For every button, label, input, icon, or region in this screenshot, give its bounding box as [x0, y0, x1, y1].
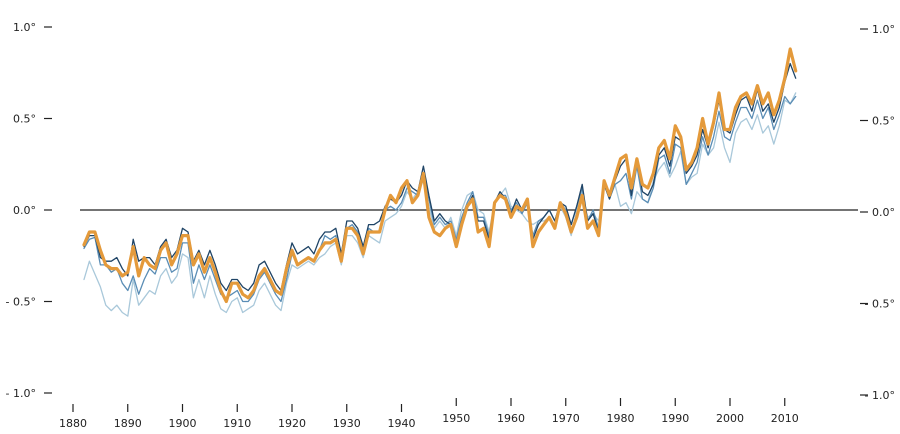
series-dark-line	[83, 62, 797, 292]
x-tick-label: 1940	[388, 417, 416, 430]
x-tick-label: 1900	[169, 417, 197, 430]
x-tick-label: 1960	[497, 412, 525, 425]
y-tick-label-right: - 1.0°	[865, 389, 895, 402]
series-light-line	[83, 92, 797, 317]
x-tick-label: 1920	[278, 417, 306, 430]
y-tick-label-right: 1.0°	[872, 23, 895, 36]
series-medium-line	[83, 95, 797, 303]
y-axis-right: 1.0° 0.5° 0.0° - 0.5° - 1.0°	[860, 23, 895, 402]
x-axis-left: 1880 1890 1900 1910 1920 1930 1940	[59, 404, 416, 430]
x-tick-label: 1930	[333, 417, 361, 430]
y-tick-label-right: 0.5°	[872, 115, 895, 128]
series-group	[82, 47, 798, 317]
y-tick-label-left: - 1.0°	[6, 387, 36, 400]
y-tick-label-right: 0.0°	[872, 206, 895, 219]
x-tick-label: 1950	[442, 412, 470, 425]
x-tick-label: 1970	[552, 412, 580, 425]
y-tick-label-right: - 0.5°	[865, 298, 895, 311]
x-tick-label: 2010	[771, 412, 799, 425]
y-tick-label-left: 0.5°	[13, 113, 36, 126]
y-tick-label-left: 0.0°	[13, 204, 36, 217]
x-tick-label: 1990	[661, 412, 689, 425]
y-tick-label-left: - 0.5°	[6, 296, 36, 309]
x-tick-label: 1890	[114, 417, 142, 430]
y-axis-left: 1.0° 0.5° 0.0° - 0.5° - 1.0°	[6, 21, 52, 400]
series-highlight-line	[82, 47, 798, 304]
x-tick-label: 1980	[607, 412, 635, 425]
y-tick-label-left: 1.0°	[13, 21, 36, 34]
x-tick-label: 1910	[223, 417, 251, 430]
x-tick-label: 1880	[59, 417, 87, 430]
x-tick-label: 2000	[716, 412, 744, 425]
x-axis-right: 1950 1960 1970 1980 1990 2000 2010	[442, 398, 799, 425]
